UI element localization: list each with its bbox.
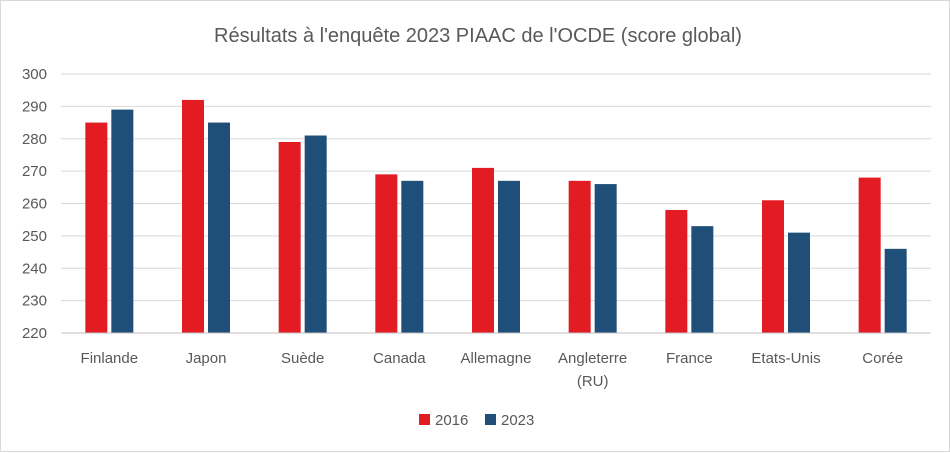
y-tick-label: 300: [22, 66, 47, 83]
x-tick-label: Allemagne: [461, 350, 532, 367]
y-tick-label: 230: [22, 293, 47, 310]
bar-2023-6: [691, 226, 714, 333]
legend: 2016 2023: [419, 412, 534, 429]
y-tick-label: 250: [22, 228, 47, 245]
x-tick-label: Etats-Unis: [751, 350, 820, 367]
bar-2023-3: [401, 180, 424, 333]
bar-2016-4: [472, 167, 494, 333]
bar-2016-2: [278, 141, 301, 333]
bar-2023-4: [498, 180, 520, 333]
bar-2023-7: [788, 232, 810, 333]
x-tick-label: Angleterre: [558, 350, 627, 367]
bar-2016-7: [762, 200, 784, 333]
bar-2023-1: [208, 122, 230, 333]
legend-label-2016: 2016: [435, 412, 468, 429]
legend-swatch-2023: [485, 414, 496, 425]
bar-2016-3: [375, 174, 398, 333]
bar-2016-1: [182, 99, 204, 334]
legend-swatch-2016: [419, 414, 430, 425]
x-tick-label: Corée: [862, 350, 903, 367]
y-tick-label: 260: [22, 196, 47, 213]
bar-2016-8: [858, 177, 881, 333]
x-tick-label: (RU): [577, 373, 609, 390]
y-tick-label: 240: [22, 260, 47, 277]
x-tick-label: Canada: [373, 350, 426, 367]
y-axis-ticks: 220 230 240 250 260 270 280 290 300: [22, 66, 47, 342]
y-tick-label: 280: [22, 131, 47, 148]
bar-2023-0: [111, 109, 134, 333]
bars: [85, 99, 907, 334]
gridlines: [61, 73, 931, 302]
bar-2023-2: [304, 135, 327, 333]
bar-2016-6: [665, 209, 688, 333]
x-tick-label: Japon: [186, 350, 227, 367]
x-tick-label: Suède: [281, 350, 324, 367]
bar-2023-8: [884, 248, 907, 333]
x-axis-labels: Finlande Japon Suède Canada Allemagne Anglete…: [81, 350, 904, 390]
chart-title: Résultats à l'enquête 2023 PIAAC de l'OC…: [214, 25, 742, 47]
x-tick-label: France: [666, 350, 713, 367]
y-tick-label: 290: [22, 98, 47, 115]
y-tick-label: 220: [22, 325, 47, 342]
x-tick-label: Finlande: [81, 350, 139, 367]
bar-2016-5: [568, 180, 591, 333]
bar-2016-0: [85, 122, 108, 333]
bar-2023-5: [594, 184, 617, 333]
legend-label-2023: 2023: [501, 412, 534, 429]
y-tick-label: 270: [22, 163, 47, 180]
